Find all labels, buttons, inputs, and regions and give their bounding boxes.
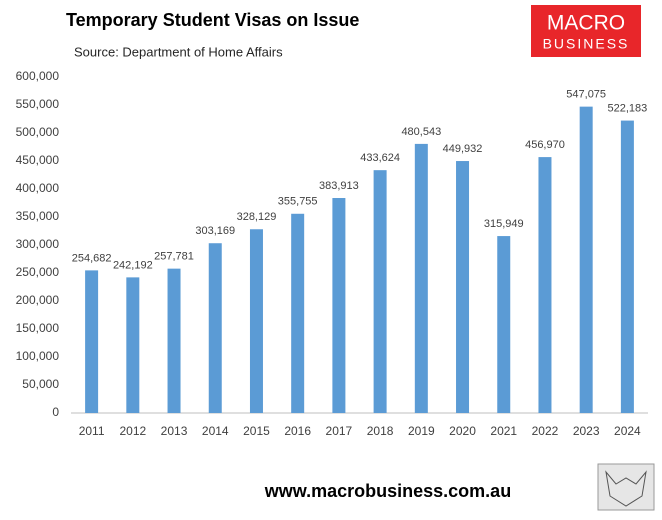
bar [620, 120, 634, 414]
logo-text: BUSINESS [543, 36, 630, 52]
fox-image [597, 463, 655, 511]
fox-drawing [605, 470, 647, 507]
x-tick-label: 2020 [449, 424, 476, 438]
y-tick-label: 200,000 [16, 293, 60, 307]
bar [579, 106, 593, 413]
x-tick-label: 2013 [161, 424, 188, 438]
y-tick-label: 550,000 [16, 97, 60, 111]
bar [456, 161, 470, 413]
y-tick-label: 300,000 [16, 237, 60, 251]
y-tick-label: 250,000 [16, 265, 60, 279]
data-label: 480,543 [401, 126, 441, 138]
data-label: 522,183 [608, 102, 648, 114]
x-tick-label: 2014 [202, 424, 229, 438]
bar [291, 213, 305, 413]
bar [497, 236, 511, 413]
bar [85, 270, 99, 413]
data-label: 547,075 [566, 89, 606, 101]
data-label: 433,624 [360, 152, 400, 164]
y-tick-label: 500,000 [16, 125, 60, 139]
data-label: 328,129 [237, 211, 277, 223]
bar [249, 229, 263, 413]
x-tick-label: 2016 [284, 424, 311, 438]
x-tick-label: 2012 [119, 424, 146, 438]
bar [332, 198, 346, 413]
x-tick-label: 2023 [573, 424, 600, 438]
x-tick-label: 2021 [490, 424, 517, 438]
data-label: 355,755 [278, 196, 318, 208]
y-tick-label: 350,000 [16, 209, 60, 223]
logo-text: MACRO [547, 12, 625, 35]
data-label: 303,169 [195, 225, 235, 237]
data-label: 383,913 [319, 180, 359, 192]
bar [167, 268, 181, 413]
x-tick-label: 2018 [367, 424, 394, 438]
logo-box [531, 5, 641, 57]
y-tick-label: 50,000 [22, 377, 59, 391]
y-tick-label: 100,000 [16, 349, 60, 363]
bar [208, 243, 222, 413]
data-label: 315,949 [484, 218, 524, 230]
data-label: 242,192 [113, 259, 153, 271]
footer-url: www.macrobusiness.com.au [264, 481, 511, 501]
x-tick-label: 2022 [532, 424, 559, 438]
y-tick-label: 400,000 [16, 181, 60, 195]
y-tick-label: 0 [52, 405, 59, 419]
bar [126, 277, 140, 413]
chart-subtitle: Source: Department of Home Affairs [74, 44, 283, 59]
x-tick-label: 2011 [79, 424, 105, 438]
y-tick-label: 600,000 [16, 69, 60, 83]
y-tick-label: 450,000 [16, 153, 60, 167]
bar [538, 157, 552, 413]
x-tick-label: 2024 [614, 424, 641, 438]
data-label: 449,932 [443, 143, 483, 155]
x-tick-label: 2017 [326, 424, 353, 438]
x-tick-label: 2019 [408, 424, 435, 438]
data-label: 456,970 [525, 139, 565, 151]
data-label: 257,781 [154, 251, 194, 263]
x-tick-label: 2015 [243, 424, 270, 438]
data-label: 254,682 [72, 252, 112, 264]
bar [373, 170, 387, 413]
chart-title: Temporary Student Visas on Issue [66, 10, 359, 30]
bar [414, 143, 428, 413]
y-tick-label: 150,000 [16, 321, 60, 335]
